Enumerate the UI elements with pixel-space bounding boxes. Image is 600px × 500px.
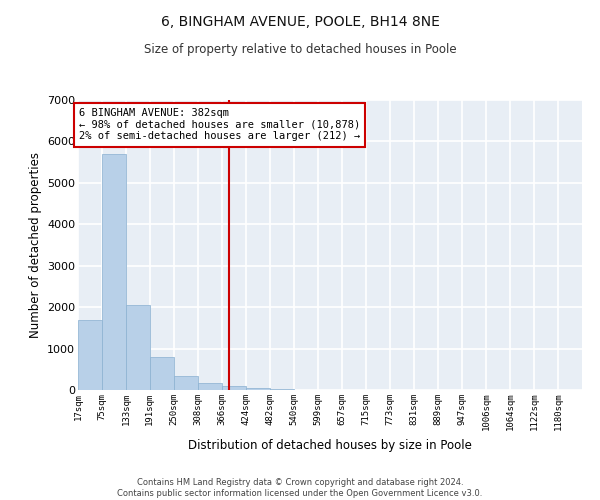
Bar [126,305,149,390]
X-axis label: Distribution of detached houses by size in Poole: Distribution of detached houses by size … [188,438,472,452]
Text: 6 BINGHAM AVENUE: 382sqm
← 98% of detached houses are smaller (10,878)
2% of sem: 6 BINGHAM AVENUE: 382sqm ← 98% of detach… [79,108,360,142]
Bar [246,388,270,390]
Bar [222,386,246,390]
Bar [270,389,293,390]
Bar [175,376,198,390]
Text: 6, BINGHAM AVENUE, POOLE, BH14 8NE: 6, BINGHAM AVENUE, POOLE, BH14 8NE [161,15,439,29]
Bar [102,154,125,390]
Y-axis label: Number of detached properties: Number of detached properties [29,152,41,338]
Text: Contains HM Land Registry data © Crown copyright and database right 2024.
Contai: Contains HM Land Registry data © Crown c… [118,478,482,498]
Bar [150,357,173,390]
Bar [199,383,222,390]
Text: Size of property relative to detached houses in Poole: Size of property relative to detached ho… [143,42,457,56]
Bar [78,320,102,390]
